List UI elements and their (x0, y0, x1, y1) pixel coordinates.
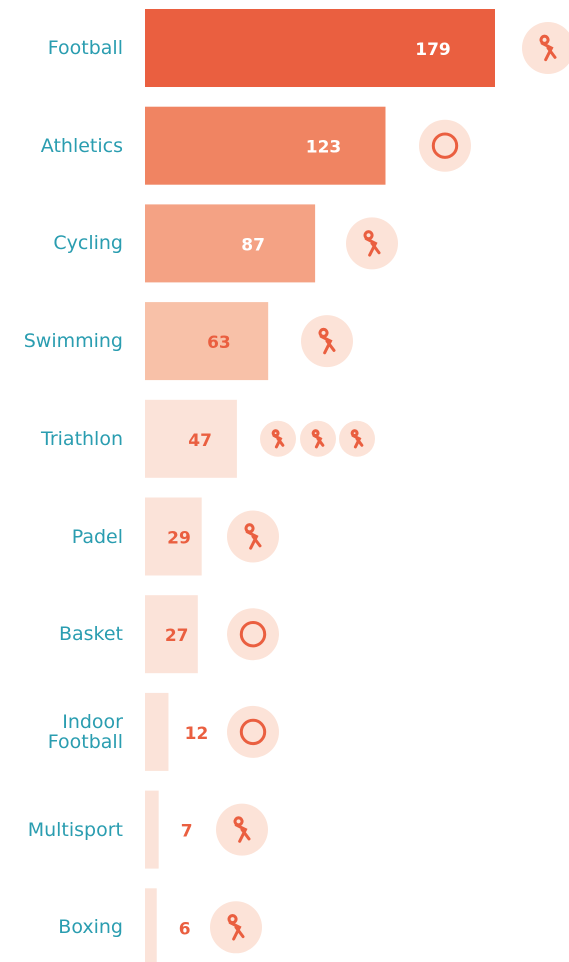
icon-glyph (239, 718, 267, 746)
category-label: Football (47, 37, 123, 59)
icon-bg (522, 22, 569, 74)
category-label: Padel (71, 525, 123, 548)
value-label: 6 (179, 919, 191, 939)
bar (145, 302, 269, 381)
icon-glyph (239, 621, 267, 648)
bar (145, 595, 198, 674)
icon-glyph (363, 230, 381, 257)
icon-glyph (350, 429, 364, 449)
bar (145, 790, 159, 869)
bar (145, 497, 202, 576)
icon-bg (227, 608, 279, 661)
category-label: Boxing (58, 916, 123, 939)
value-label: 87 (241, 235, 265, 255)
value-label: 29 (167, 529, 191, 549)
value-label: 63 (207, 333, 231, 353)
icon-glyph (539, 34, 557, 62)
icon-glyph (271, 429, 285, 449)
icon-glyph (233, 816, 251, 843)
icon-glyph (244, 523, 262, 550)
icon-glyph (311, 429, 325, 449)
icon-bg (227, 705, 279, 758)
value-label: 12 (185, 724, 209, 744)
category-label: Swimming (23, 330, 123, 353)
icon-glyph (318, 327, 336, 355)
category-label: Indoor Football (47, 710, 123, 753)
category-label: Basket (58, 623, 123, 646)
bar (145, 204, 316, 283)
bar (145, 692, 169, 771)
category-label: Triathlon (41, 427, 123, 450)
bar (145, 9, 495, 87)
category-label: Multisport (27, 818, 123, 841)
bar (145, 888, 157, 962)
icon-glyph (227, 914, 245, 941)
bar (145, 399, 237, 478)
bar (145, 106, 386, 185)
value-label: 7 (181, 822, 193, 842)
icon-glyph (431, 132, 459, 159)
value-label: 179 (415, 40, 451, 60)
category-label: Athletics (40, 134, 123, 157)
value-label: 123 (306, 138, 342, 158)
icon-bg (419, 119, 471, 172)
value-label: 27 (165, 626, 189, 646)
value-label: 47 (188, 431, 212, 451)
category-label: Cycling (53, 232, 123, 255)
